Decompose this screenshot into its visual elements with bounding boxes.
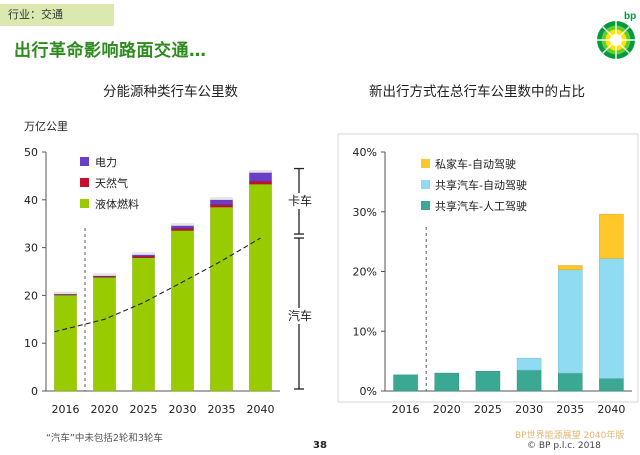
right-bar-segment (558, 269, 583, 374)
left-bar-segment (249, 180, 272, 185)
left-bar-top (249, 170, 272, 173)
left-x-tick-label: 2040 (247, 403, 275, 416)
footnote: “汽车”中未包括2轮和3轮车 (46, 433, 163, 444)
left-bar-segment (210, 206, 233, 392)
right-x-tick-label: 2040 (597, 403, 625, 416)
left-legend-swatch (80, 199, 89, 208)
right-legend-label: 共享汽车-人工驾驶 (435, 199, 527, 213)
right-bar-segment (434, 372, 459, 392)
left-y-tick-label: 20 (24, 289, 38, 302)
left-legend-swatch (80, 157, 89, 166)
left-bar-segment (171, 225, 194, 229)
left-bar-top (132, 252, 155, 255)
right-y-tick-label: 0% (360, 385, 377, 398)
left-bar-segment (249, 183, 272, 392)
right-x-tick-label: 2035 (556, 403, 584, 416)
left-y-axis-unit: 万亿公里 (24, 120, 68, 133)
truck-label: 卡车 (288, 193, 312, 208)
car-label: 汽车 (288, 308, 312, 323)
right-y-tick-label: 30% (353, 206, 377, 219)
left-x-tick-label: 2016 (52, 403, 80, 416)
left-x-tick-label: 2030 (169, 403, 197, 416)
right-bar-segment (516, 357, 542, 371)
right-bar-segment (558, 372, 583, 392)
left-x-tick-label: 2020 (91, 403, 119, 416)
copyright: © BP p.l.c. 2018 (527, 441, 601, 451)
left-y-tick-label: 30 (24, 242, 38, 255)
left-legend-label: 天然气 (95, 176, 128, 190)
right-y-tick-label: 20% (353, 266, 377, 279)
bp-logo: bp (597, 11, 636, 59)
left-legend-swatch (80, 178, 89, 187)
left-x-tick-label: 2035 (208, 403, 236, 416)
left-legend-label: 电力 (95, 156, 117, 169)
left-bar-segment (132, 257, 155, 392)
right-bar-segment (599, 258, 624, 379)
right-bar-segment (558, 265, 583, 270)
right-y-tick-label: 40% (353, 146, 377, 159)
left-bar-top (54, 291, 77, 295)
right-x-tick-label: 2025 (474, 403, 502, 416)
left-legend-label: 液体燃料 (95, 197, 139, 211)
svg-text:bp: bp (624, 11, 636, 22)
left-bar-segment (171, 228, 194, 231)
right-bar-segment (599, 378, 624, 392)
watermark: BP世界能源展望 2040年版 (515, 431, 625, 441)
right-legend-label: 私家车-自动驾驶 (435, 157, 516, 171)
left-x-tick-label: 2025 (130, 403, 158, 416)
label-bg (287, 193, 313, 209)
right-legend-swatch (421, 159, 430, 168)
page-number: 38 (313, 440, 327, 451)
right-legend-swatch (421, 180, 430, 189)
left-bar-top (93, 273, 116, 277)
right-x-tick-label: 2020 (433, 403, 461, 416)
left-y-tick-label: 40 (24, 194, 38, 207)
left-bar-segment (210, 204, 233, 208)
right-legend-swatch (421, 201, 430, 210)
left-bar-segment (132, 254, 155, 257)
left-y-tick-label: 50 (24, 146, 38, 159)
left-bar-segment (54, 294, 77, 392)
left-y-tick-label: 0 (31, 385, 38, 398)
left-chart-title: 分能源种类行车公里数 (103, 84, 238, 100)
right-bar-segment (475, 371, 501, 392)
right-bar-segment (599, 213, 624, 259)
right-x-tick-label: 2016 (392, 403, 420, 416)
label-bg (287, 308, 313, 324)
trucks-cars-split-line (54, 237, 261, 333)
left-bar-segment (249, 172, 272, 182)
left-bar-top (171, 223, 194, 226)
right-bar-segment (516, 369, 542, 392)
right-chart-title: 新出行方式在总行车公里数中的占比 (369, 84, 585, 100)
left-bar-segment (171, 230, 194, 392)
left-bar-top (210, 197, 233, 201)
right-chart-frame (337, 133, 639, 403)
industry-tag: 行业：交通 (0, 4, 114, 26)
right-y-tick-label: 10% (353, 325, 377, 338)
right-x-tick-label: 2030 (515, 403, 543, 416)
left-bar-segment (210, 199, 233, 205)
right-legend-label: 共享汽车-自动驾驶 (435, 178, 527, 192)
left-y-tick-label: 10 (24, 337, 38, 350)
left-bar-segment (93, 276, 116, 392)
right-bar-segment (393, 374, 418, 392)
page-title: 出行革命影响路面交通… (14, 41, 207, 61)
